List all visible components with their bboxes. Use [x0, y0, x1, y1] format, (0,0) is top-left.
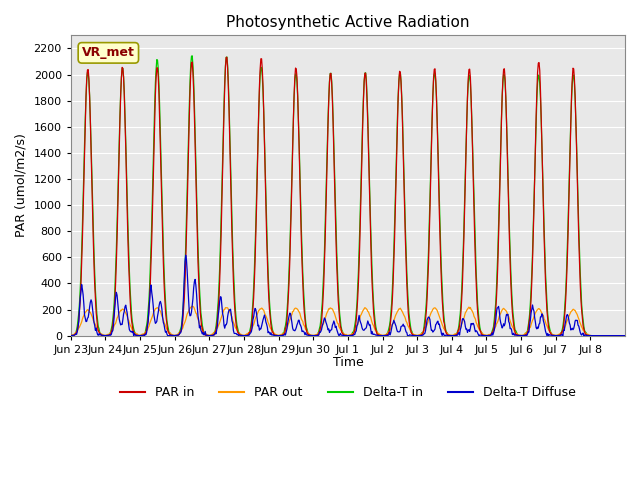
- Text: VR_met: VR_met: [82, 47, 135, 60]
- Title: Photosynthetic Active Radiation: Photosynthetic Active Radiation: [226, 15, 470, 30]
- X-axis label: Time: Time: [333, 356, 364, 369]
- Y-axis label: PAR (umol/m2/s): PAR (umol/m2/s): [15, 133, 28, 238]
- Legend: PAR in, PAR out, Delta-T in, Delta-T Diffuse: PAR in, PAR out, Delta-T in, Delta-T Dif…: [115, 382, 580, 405]
